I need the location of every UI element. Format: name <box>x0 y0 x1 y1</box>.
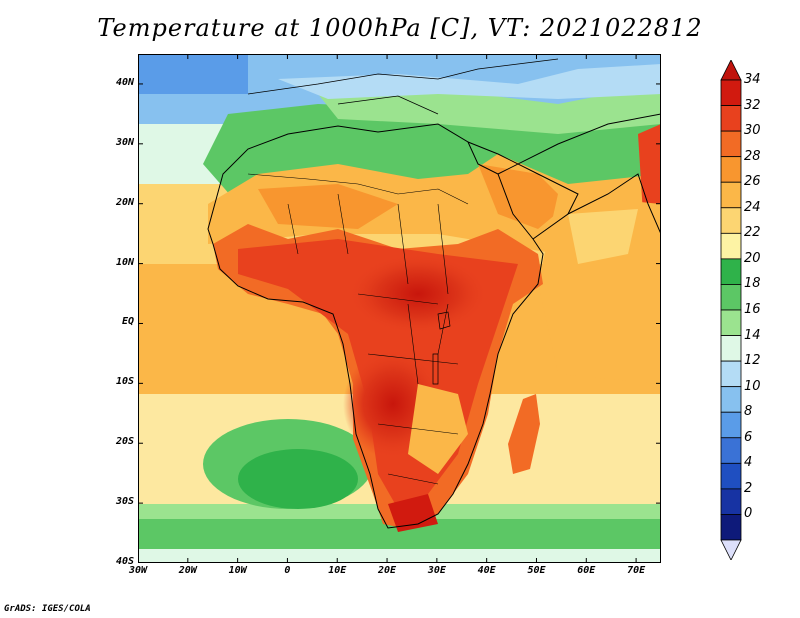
lon-tick-label: 10E <box>328 565 347 576</box>
colorbar-bottom-arrow <box>720 539 742 560</box>
colorbar-label: 6 <box>744 429 753 445</box>
colorbar-swatch <box>720 386 742 413</box>
lon-tick-label: 20E <box>378 565 397 576</box>
colorbar-swatch <box>720 437 742 464</box>
colorbar-top-arrow <box>720 60 742 81</box>
colorbar-label: 10 <box>744 378 761 394</box>
lon-tick-label: 50E <box>527 565 546 576</box>
madagascar <box>508 394 540 474</box>
colorbar <box>720 60 742 560</box>
lon-tick-label: 30E <box>427 565 446 576</box>
lon-tick-label: 70E <box>627 565 646 576</box>
colorbar-swatch <box>720 105 742 132</box>
colorbar-swatch <box>720 181 742 209</box>
lon-tick-label: 10W <box>228 565 247 576</box>
credit-text: GrADS: IGES/COLA <box>4 604 91 614</box>
colorbar-swatch <box>720 130 742 158</box>
colorbar-swatch <box>720 514 742 541</box>
colorbar-label: 12 <box>744 353 761 369</box>
lon-tick-label: 20W <box>178 565 197 576</box>
africa-coastline <box>207 123 544 529</box>
colorbar-label: 8 <box>744 404 753 420</box>
colorbar-label: 14 <box>744 327 761 343</box>
colorbar-label: 34 <box>744 72 761 87</box>
colorbar-label: 30 <box>744 123 761 139</box>
colorbar-swatch <box>720 462 742 490</box>
colorbar-swatch <box>720 258 742 285</box>
lat-tick-label: 30S <box>115 496 134 508</box>
lat-tick-label: 10S <box>115 376 134 388</box>
lat-tick-label: 20S <box>115 436 134 448</box>
colorbar-swatch <box>720 156 742 183</box>
colorbar-label: 4 <box>744 455 753 471</box>
colorbar-swatch <box>720 284 742 311</box>
colorbar-label: 0 <box>744 506 753 522</box>
lat-tick-label: EQ <box>121 316 134 328</box>
colorbar-label: 24 <box>744 199 761 215</box>
colorbar-label: 18 <box>744 276 761 292</box>
colorbar-label: 26 <box>744 174 761 190</box>
colorbar-swatch <box>720 79 742 106</box>
country-borders <box>247 173 469 485</box>
colorbar-swatch <box>720 232 742 260</box>
colorbar-swatch <box>720 309 742 336</box>
colorbar-label: 20 <box>744 250 761 266</box>
lat-tick-label: 10N <box>115 256 134 268</box>
lat-tick-label: 40S <box>115 556 134 567</box>
lon-tick-label: 30W <box>128 565 148 576</box>
colorbar-swatch <box>720 335 742 362</box>
lat-tick-label: 40N <box>115 76 134 88</box>
lat-tick-label: 20N <box>115 196 134 208</box>
ocean-north-darkblue <box>138 54 268 94</box>
temperature-map <box>138 54 661 563</box>
colorbar-swatch <box>720 360 742 388</box>
lon-tick-label: 60E <box>577 565 596 576</box>
colorbar-label: 32 <box>744 97 761 113</box>
colorbar-label: 16 <box>744 302 761 317</box>
colorbar-swatch <box>720 411 742 439</box>
colorbar-label: 28 <box>744 148 761 164</box>
colorbar-swatch <box>720 207 742 234</box>
lon-tick-label: 40E <box>477 565 496 576</box>
colorbar-label: 2 <box>744 480 753 496</box>
lon-tick-label: 0 <box>284 565 291 576</box>
lat-tick-label: 30N <box>115 136 134 148</box>
map-title: Temperature at 1000hPa [C], VT: 20210228… <box>97 14 703 42</box>
colorbar-label: 22 <box>744 225 761 241</box>
colorbar-swatch <box>720 488 742 515</box>
